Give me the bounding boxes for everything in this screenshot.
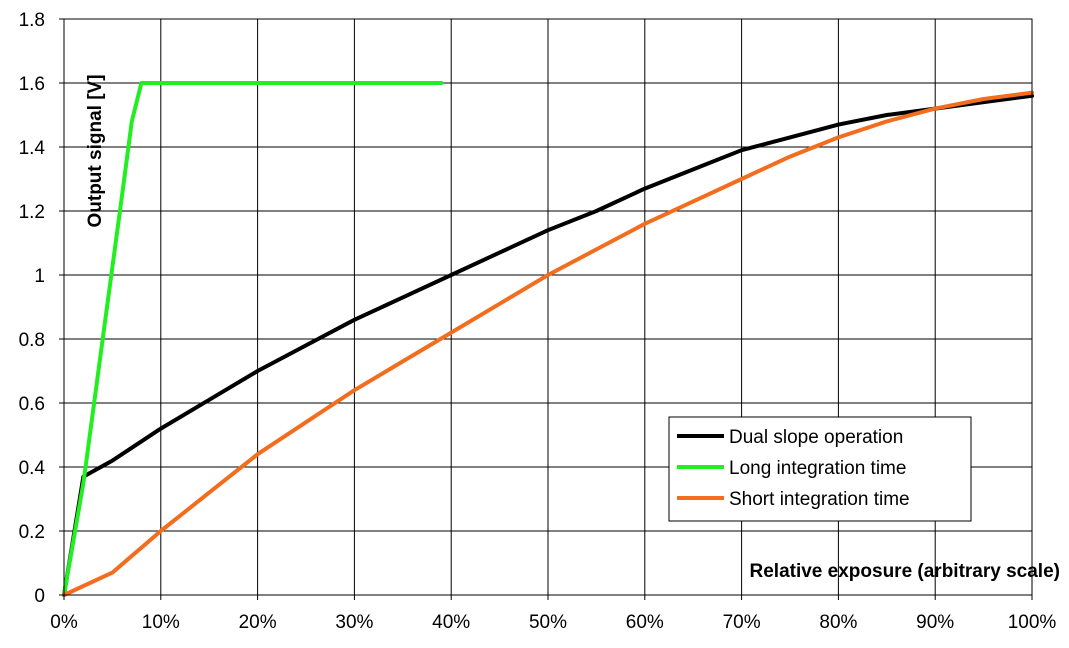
y-tick-label: 0.6 — [19, 394, 45, 415]
y-tick-label: 1.4 — [19, 138, 46, 159]
series-line-0 — [62, 93, 1034, 597]
x-tick-label: 10% — [142, 612, 180, 633]
x-tick-label: 20% — [239, 612, 277, 633]
x-tick-label: 60% — [626, 612, 664, 633]
x-tick-label: 70% — [723, 612, 761, 633]
y-tick-label: 1 — [34, 266, 45, 287]
series-line-1 — [62, 81, 444, 597]
legend-items: Dual slope operation Long integration tim… — [677, 427, 910, 510]
x-tick-label: 30% — [335, 612, 373, 633]
x-tick-label: 100% — [1008, 612, 1057, 633]
legend-label: Dual slope operation — [729, 427, 903, 448]
axes: 0% 10% 20% 30% 40% 50% 60% 70% 80% 90% 100% 0 0.2 0.4… — [19, 10, 1057, 633]
series-line-2 — [62, 90, 1034, 597]
y-tick-label: 0.4 — [19, 458, 46, 479]
legend-label: Short integration time — [729, 489, 910, 510]
x-tick-label: 50% — [529, 612, 567, 633]
y-tick-label: 0 — [34, 586, 45, 607]
y-tick-label: 0.2 — [19, 522, 45, 543]
plot-frame — [63, 18, 1033, 596]
legend: Dual slope operation Long integration tim… — [668, 416, 972, 522]
x-tick-label: 80% — [819, 612, 857, 633]
x-axis-title: Relative exposure (arbitrary scale) — [750, 561, 1061, 582]
series-lines — [62, 81, 1034, 597]
y-tick-label: 1.6 — [19, 74, 45, 95]
y-tick-label: 0.8 — [19, 330, 45, 351]
y-axis-title: Output signal [V] — [85, 74, 106, 227]
x-tick-label: 0% — [50, 612, 78, 633]
x-tick-label: 90% — [916, 612, 954, 633]
legend-label: Long integration time — [729, 458, 906, 479]
x-tick-label: 40% — [432, 612, 470, 633]
y-tick-label: 1.8 — [19, 10, 45, 31]
y-tick-label: 1.2 — [19, 202, 45, 223]
